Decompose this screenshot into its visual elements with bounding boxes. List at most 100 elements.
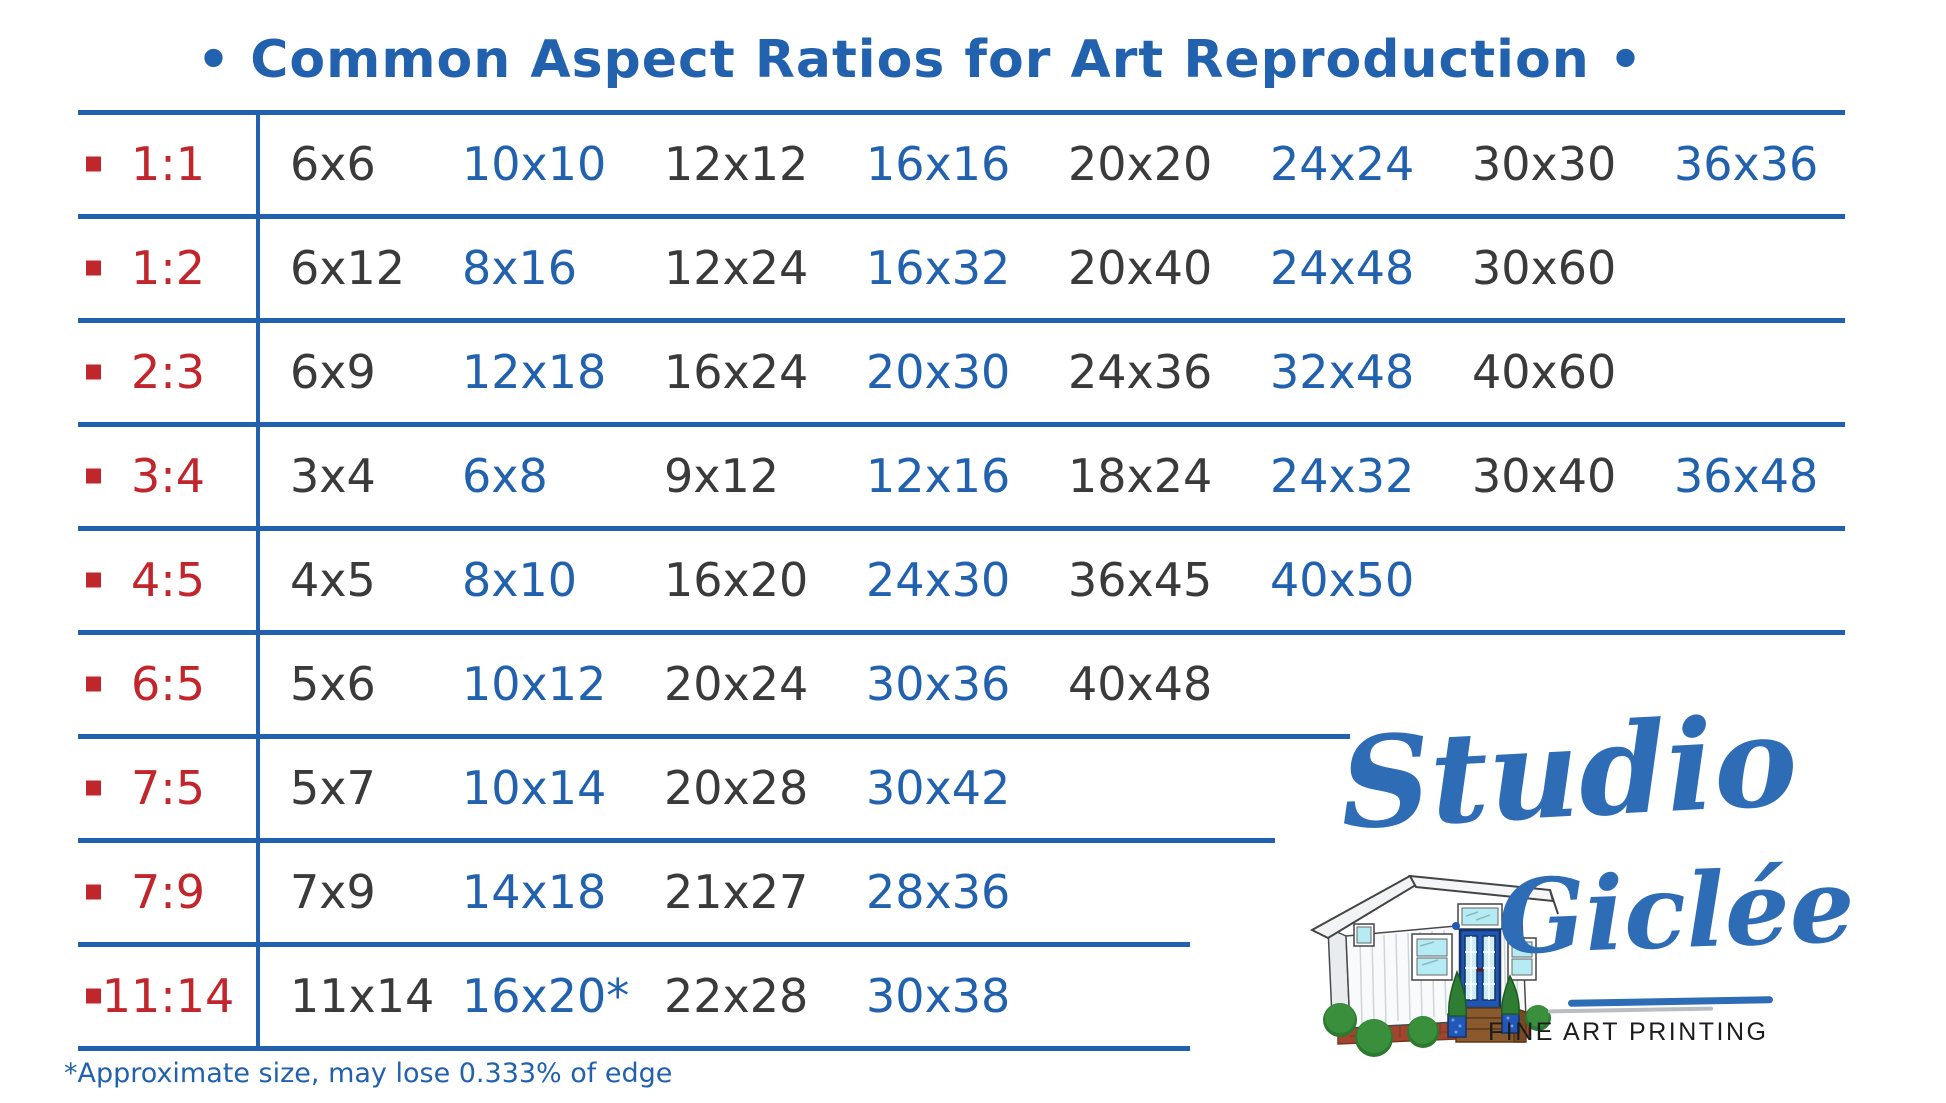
size-value: 40x48 — [1068, 657, 1213, 711]
size-value: 5x7 — [290, 761, 376, 815]
size-value: 40x60 — [1472, 345, 1617, 399]
ratio-label-cell: 4:5 — [78, 553, 258, 607]
size-value: 20x40 — [1068, 241, 1213, 295]
row-divider — [78, 942, 1190, 947]
size-value: 3x4 — [290, 449, 376, 503]
size-list: 5x7 10x14 20x28 30x42 — [290, 761, 1068, 815]
size-value: 12x12 — [664, 137, 809, 191]
size-value: 7x9 — [290, 865, 376, 919]
size-value: 36x45 — [1068, 553, 1213, 607]
size-value: 12x16 — [866, 449, 1011, 503]
square-bullet-icon — [86, 884, 101, 900]
size-value: 14x18 — [462, 865, 607, 919]
ratio-label: 1:2 — [130, 241, 206, 295]
square-bullet-icon — [86, 780, 101, 796]
size-value: 16x32 — [866, 241, 1011, 295]
size-value: 22x28 — [664, 969, 809, 1023]
table-top-border — [78, 110, 1845, 115]
size-value: 20x30 — [866, 345, 1011, 399]
size-value: 30x38 — [866, 969, 1011, 1023]
logo-script-studio: Studio — [1336, 688, 1801, 858]
logo-script-giclee: Giclée — [1496, 845, 1857, 979]
ratio-label-cell: 1:1 — [78, 137, 258, 191]
square-bullet-icon — [86, 260, 101, 276]
size-value: 21x27 — [664, 865, 809, 919]
table-rows: 1:1 6x6 10x10 12x12 16x16 20x20 24x24 30x30 36x3… — [78, 112, 1845, 1051]
size-value: 8x10 — [462, 553, 578, 607]
size-value: 4x5 — [290, 553, 376, 607]
size-list: 11x14 16x20* 22x28 30x38 — [290, 969, 1068, 1023]
row-divider — [78, 422, 1845, 427]
ratio-label: 7:9 — [130, 865, 206, 919]
size-value: 16x16 — [866, 137, 1011, 191]
size-value: 36x36 — [1674, 137, 1819, 191]
table-row: 11:14 11x14 16x20* 22x28 30x38 — [78, 944, 1845, 1051]
size-value: 32x48 — [1270, 345, 1415, 399]
size-list: 5x6 10x12 20x24 30x36 40x48 — [290, 657, 1270, 711]
size-value: 20x24 — [664, 657, 809, 711]
size-value: 20x20 — [1068, 137, 1213, 191]
size-list: 3x4 6x8 9x12 12x16 18x24 24x32 30x40 36x48 — [290, 449, 1876, 503]
table-row: 1:2 6x12 8x16 12x24 16x32 20x40 24x48 30x60 — [78, 216, 1845, 323]
row-divider — [78, 318, 1845, 323]
page-title: • Common Aspect Ratios for Art Reproduct… — [196, 30, 1644, 90]
size-value: 20x28 — [664, 761, 809, 815]
table-row: 6:5 5x6 10x12 20x24 30x36 40x48 — [78, 632, 1845, 739]
table-row: 3:4 3x4 6x8 9x12 12x16 18x24 24x32 30x40 36x48 — [78, 424, 1845, 531]
row-divider — [78, 838, 1275, 843]
size-list: 6x6 10x10 12x12 16x16 20x20 24x24 30x30 36x36 — [290, 137, 1876, 191]
table-row: 7:9 7x9 14x18 21x27 28x36 — [78, 840, 1845, 947]
size-list: 6x12 8x16 12x24 16x32 20x40 24x48 30x60 — [290, 241, 1674, 295]
table-vertical-divider — [256, 112, 260, 1050]
size-value: 30x36 — [866, 657, 1011, 711]
ratio-label-cell: 2:3 — [78, 345, 258, 399]
size-value: 30x30 — [1472, 137, 1617, 191]
size-value: 6x8 — [462, 449, 548, 503]
size-value: 10x14 — [462, 761, 607, 815]
ratio-label-cell: 11:14 — [78, 969, 258, 1023]
size-value: 24x48 — [1270, 241, 1415, 295]
size-value: 18x24 — [1068, 449, 1213, 503]
square-bullet-icon — [86, 676, 101, 692]
table-row: 7:5 5x7 10x14 20x28 30x42 — [78, 736, 1845, 843]
aspect-ratio-table: 1:1 6x6 10x10 12x12 16x16 20x20 24x24 30x30 36x3… — [78, 110, 1845, 1051]
square-bullet-icon — [86, 468, 101, 484]
size-value: 24x36 — [1068, 345, 1213, 399]
ratio-label: 2:3 — [130, 345, 206, 399]
ratio-label: 11:14 — [101, 969, 235, 1023]
square-bullet-icon — [86, 364, 101, 380]
ratio-label-cell: 7:9 — [78, 865, 258, 919]
ratio-label-cell: 7:5 — [78, 761, 258, 815]
ratio-label: 3:4 — [130, 449, 206, 503]
size-value: 30x42 — [866, 761, 1011, 815]
size-value: 6x9 — [290, 345, 376, 399]
size-value: 12x18 — [462, 345, 607, 399]
table-row: 2:3 6x9 12x18 16x24 20x30 24x36 32x48 40x60 — [78, 320, 1845, 427]
size-value: 24x32 — [1270, 449, 1415, 503]
row-divider — [78, 1046, 1190, 1051]
size-list: 7x9 14x18 21x27 28x36 — [290, 865, 1068, 919]
ratio-label: 1:1 — [130, 137, 206, 191]
size-value: 30x60 — [1472, 241, 1617, 295]
size-value: 16x20 — [664, 553, 809, 607]
ratio-label: 4:5 — [130, 553, 206, 607]
ratio-label-cell: 6:5 — [78, 657, 258, 711]
size-value: 8x16 — [462, 241, 578, 295]
table-row: 1:1 6x6 10x10 12x12 16x16 20x20 24x24 30x30 36x3… — [78, 112, 1845, 219]
size-value: 28x36 — [866, 865, 1011, 919]
square-bullet-icon — [86, 156, 101, 172]
square-bullet-icon — [86, 988, 101, 1004]
ratio-label: 6:5 — [130, 657, 206, 711]
size-list: 6x9 12x18 16x24 20x30 24x36 32x48 40x60 — [290, 345, 1674, 399]
square-bullet-icon — [86, 572, 101, 588]
row-divider — [78, 526, 1845, 531]
size-value: 10x10 — [462, 137, 607, 191]
size-value: 30x40 — [1472, 449, 1617, 503]
size-value: 24x24 — [1270, 137, 1415, 191]
row-divider — [78, 734, 1350, 739]
size-value: 9x12 — [664, 449, 780, 503]
row-divider — [78, 214, 1845, 219]
size-value: 24x30 — [866, 553, 1011, 607]
size-value: 16x24 — [664, 345, 809, 399]
